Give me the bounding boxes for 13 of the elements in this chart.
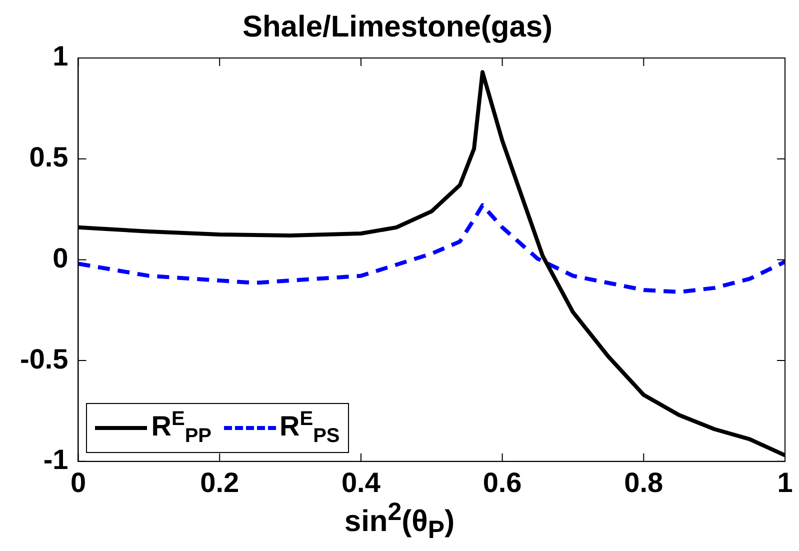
y-tick-label: 1 — [52, 40, 68, 72]
chart-title: Shale/Limestone(gas) — [242, 10, 553, 44]
x-axis-title: sin$^{2}$(θ$_{P}$) — [343, 498, 456, 545]
x-tick-label: 0.8 — [624, 466, 664, 498]
y-tick-label: 0.5 — [29, 142, 68, 173]
y-tick-label: 0 — [52, 242, 68, 274]
line-series — [78, 203, 785, 294]
x-tick-label: 1 — [777, 466, 793, 498]
y-tick-label: -0.5 — [20, 343, 68, 374]
x-tick-label: 0.4 — [341, 466, 381, 498]
x-tick-label: 0.6 — [482, 466, 522, 498]
x-tick-label: 0.2 — [200, 466, 240, 498]
y-tick-label: -1 — [43, 444, 68, 476]
